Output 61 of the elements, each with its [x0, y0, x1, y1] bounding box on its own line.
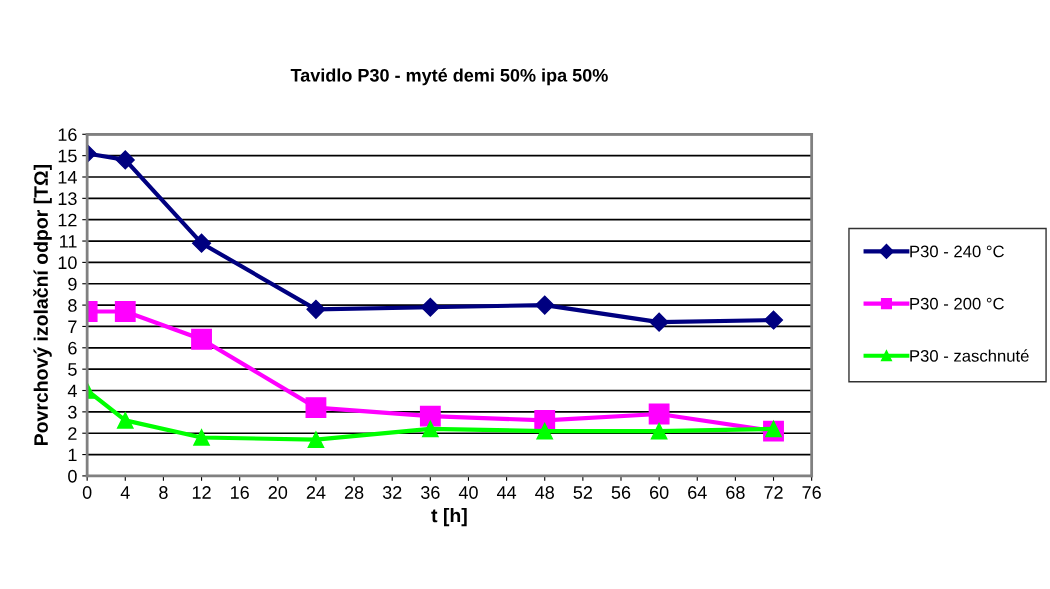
y-tick-label: 9: [68, 277, 77, 291]
point: [648, 403, 670, 425]
point: [422, 420, 439, 438]
y-tick-label: 13: [58, 192, 77, 206]
point: [191, 328, 212, 350]
y-tick-label: 1: [68, 448, 77, 462]
y-tick-label: 10: [58, 256, 77, 270]
point: [306, 299, 326, 319]
y-tick-label: 2: [68, 427, 77, 440]
x-tick-label: 28: [344, 486, 364, 499]
y-tick-label: 3: [68, 405, 77, 419]
x-axis-title: t [h]: [431, 508, 467, 527]
x-tick-label: 32: [382, 486, 402, 499]
y-tick-label: 6: [68, 341, 77, 355]
x-tick-label: 16: [231, 486, 249, 499]
x-tick-label: 60: [650, 486, 669, 499]
point: [305, 397, 327, 419]
x-tick-label: 36: [420, 486, 440, 499]
point: [419, 405, 441, 427]
y-tick-label: 0: [68, 469, 77, 483]
x-tick-label: 8: [159, 486, 168, 499]
y-tick-label: 4: [67, 384, 77, 398]
point: [115, 150, 135, 170]
x-tick-label: 24: [306, 486, 326, 499]
point: [114, 301, 136, 322]
y-tick-label: 14: [58, 171, 77, 184]
point: [535, 295, 555, 315]
y-tick-label: 7: [68, 320, 77, 333]
x-tick-label: 48: [535, 486, 554, 499]
y-tick-label: 8: [68, 299, 77, 312]
x-tick-label: 68: [726, 486, 745, 499]
x-tick-label: 56: [611, 486, 631, 499]
legend-label: P30 - 200 °C: [910, 297, 1004, 310]
point: [116, 412, 134, 429]
y-tick-label: 16: [58, 128, 77, 142]
point: [650, 422, 668, 440]
legend-label: P30 - 240 °C: [910, 245, 1004, 258]
y-tick-label: 11: [60, 235, 77, 248]
x-tick-label: 72: [764, 486, 783, 499]
x-tick-label: 4: [120, 486, 130, 499]
x-tick-label: 64: [688, 486, 707, 499]
chart-title: Tavidlo P30 - myté demi 50% ipa 50%: [290, 68, 608, 86]
y-tick-label: 15: [58, 149, 77, 163]
x-tick-label: 20: [268, 486, 288, 499]
legend-label: P30 - zaschnuté: [910, 349, 1029, 362]
x-tick-label: 52: [573, 486, 592, 499]
point: [307, 431, 325, 448]
x-tick-label: 40: [458, 486, 478, 499]
x-tick-label: 12: [192, 486, 211, 499]
point: [649, 312, 669, 332]
x-tick-label: 44: [496, 486, 517, 499]
x-tick-label: 0: [82, 486, 92, 499]
point: [192, 233, 212, 253]
point: [763, 310, 784, 330]
point: [193, 429, 210, 446]
x-tick-label: 76: [802, 486, 821, 499]
point: [420, 297, 440, 317]
point: [536, 422, 554, 440]
y-tick-label: 12: [58, 213, 77, 227]
y-axis-title: Povrchový izolační odpor [TΩ]: [33, 164, 52, 446]
y-tick-label: 5: [68, 363, 77, 376]
